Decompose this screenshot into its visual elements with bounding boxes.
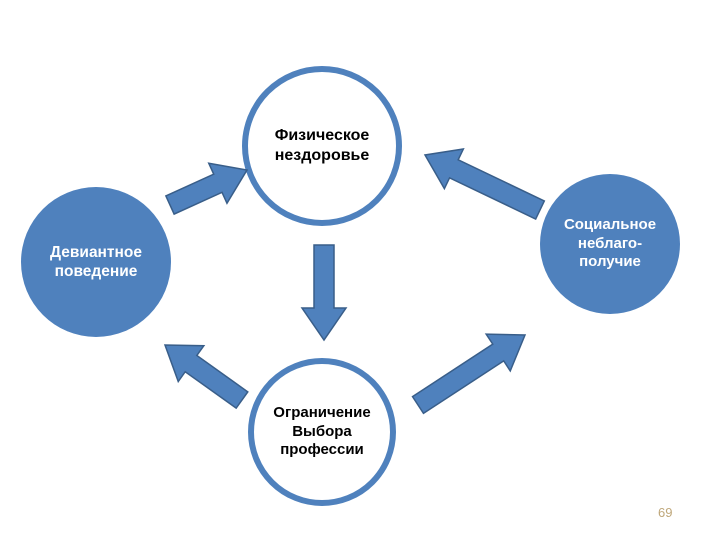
node-bottom-label: ОграничениеВыборапрофессии [273, 404, 370, 460]
node-bottom: ОграничениеВыборапрофессии [248, 358, 396, 506]
node-right: Социальноенеблаго-получие [540, 174, 680, 314]
node-right-label: Социальноенеблаго-получие [564, 216, 656, 272]
node-left: Девиантноеповедение [21, 187, 171, 337]
node-left-label: Девиантноеповедение [50, 243, 142, 282]
page-number: 69 [658, 505, 672, 520]
node-top: Физическоенездоровье [242, 66, 402, 226]
node-top-label: Физическоенездоровье [275, 126, 370, 166]
